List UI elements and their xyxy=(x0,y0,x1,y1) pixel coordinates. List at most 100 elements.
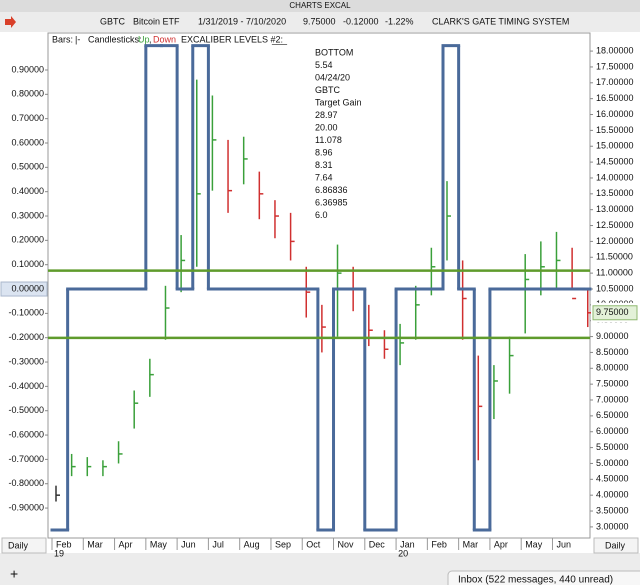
x-tick-label: May xyxy=(525,539,543,549)
y2-tick-label: 11.00000 xyxy=(596,268,633,278)
annotation-line: 28.97 xyxy=(315,110,338,120)
last-price: 9.75000 xyxy=(303,16,336,26)
y2-tick-label: 18.00000 xyxy=(596,45,634,55)
x-tick-label: Aug xyxy=(244,539,260,549)
y2-tick-label: 7.50000 xyxy=(596,379,629,389)
symbol: GBTC xyxy=(100,16,126,26)
y2-tick-label: 12.00000 xyxy=(596,236,634,246)
x-tick-label: Mar xyxy=(463,539,479,549)
period-left[interactable]: Daily xyxy=(8,540,29,550)
y-tick-label: 0.40000 xyxy=(11,186,44,196)
annotation-line: 20.00 xyxy=(315,122,338,132)
x-tick-label: Nov xyxy=(338,539,355,549)
y2-tick-label: 15.00000 xyxy=(596,141,634,151)
security-name: Bitcoin ETF xyxy=(133,16,180,26)
year-label: 19 xyxy=(54,548,64,558)
x-tick-label: Feb xyxy=(56,539,72,549)
notification[interactable] xyxy=(447,570,640,585)
legend-levels: EXCALIBER LEVELS #2: xyxy=(181,34,283,44)
y-tick-label: 0.10000 xyxy=(11,259,44,269)
y2-tick-label: 9.00000 xyxy=(596,331,629,341)
current-oscillator-tag xyxy=(0,281,48,297)
annotation-line: 5.54 xyxy=(315,60,333,70)
y2-tick-label: 7.00000 xyxy=(596,394,629,404)
x-tick-label: May xyxy=(150,539,168,549)
y2-tick-label: 6.00000 xyxy=(596,426,629,436)
x-tick-label: Jan xyxy=(400,539,415,549)
annotation-line: 8.96 xyxy=(315,147,333,157)
x-tick-label: Jul xyxy=(212,539,224,549)
y2-tick-label: 12.50000 xyxy=(596,220,634,230)
y-tick-label: 0.60000 xyxy=(11,137,44,147)
notification-text[interactable]: Inbox (522 messages, 440 unread) xyxy=(458,575,613,585)
x-tick-label: Mar xyxy=(87,539,103,549)
y2-tick-label: 10.50000 xyxy=(596,283,634,293)
y-tick-label: 0.70000 xyxy=(11,113,44,123)
y-tick-label: 0.80000 xyxy=(11,89,44,99)
annotation-line: 11.078 xyxy=(315,135,342,145)
annotation-line: Target Gain xyxy=(315,97,362,107)
y2-tick-label: 6.50000 xyxy=(596,410,629,420)
y2-tick-label: 11.50000 xyxy=(596,252,633,262)
y2-tick-label: 4.00000 xyxy=(596,490,629,500)
last-price-label: 9.75000 xyxy=(596,307,629,317)
annotation-line: 6.36985 xyxy=(315,197,348,207)
annotation-line: BOTTOM xyxy=(315,47,353,57)
y2-tick-label: 3.50000 xyxy=(596,505,629,515)
x-tick-label: Jun xyxy=(556,539,571,549)
y2-tick-label: 16.00000 xyxy=(596,109,634,119)
date-range: 1/31/2019 - 7/10/2020 xyxy=(198,16,286,26)
y2-tick-label: 8.00000 xyxy=(596,363,629,373)
plot-frame xyxy=(47,32,591,539)
y-tick-label: -0.70000 xyxy=(8,454,44,464)
y2-tick-label: 17.50000 xyxy=(596,61,634,71)
toolbar xyxy=(0,12,640,32)
x-tick-label: Feb xyxy=(431,539,447,549)
y-tick-label: -0.60000 xyxy=(8,429,44,439)
period-select[interactable] xyxy=(593,537,639,554)
legend-levels-value: ___ xyxy=(271,34,288,44)
y2-tick-label: 13.50000 xyxy=(596,188,634,198)
y-tick-label: 0.20000 xyxy=(11,235,44,245)
y-tick-label: -0.10000 xyxy=(8,308,44,318)
legend-candles: Candlesticks: xyxy=(88,34,142,44)
legend-down: Down xyxy=(153,34,176,44)
y2-tick-label: 8.50000 xyxy=(596,347,629,357)
nav-arrow[interactable] xyxy=(5,16,16,28)
y2-tick-label: 4.50000 xyxy=(596,474,629,484)
annotation-line: 7.64 xyxy=(315,172,333,182)
x-tick-label: Apr xyxy=(494,539,508,549)
y-tick-label: 0.50000 xyxy=(11,162,44,172)
year-label: 20 xyxy=(398,548,408,558)
period-select[interactable] xyxy=(1,537,47,554)
y2-tick-label: 13.00000 xyxy=(596,204,634,214)
annotation-line: 8.31 xyxy=(315,160,333,170)
y-tick-label: 0.30000 xyxy=(11,210,44,220)
add-button[interactable]: + xyxy=(10,566,18,582)
x-tick-label: Oct xyxy=(306,539,321,549)
system-name: CLARK'S GATE TIMING SYSTEM xyxy=(432,16,569,26)
last-price-box xyxy=(592,305,638,321)
legend-bars-symbol: |- xyxy=(75,34,80,44)
annotation-line: GBTC xyxy=(315,85,341,95)
title-bar xyxy=(0,0,640,12)
period-right[interactable]: Daily xyxy=(605,540,626,550)
y-tick-label: -0.80000 xyxy=(8,478,44,488)
y-tick-label: -0.20000 xyxy=(8,332,44,342)
x-tick-label: Sep xyxy=(275,539,291,549)
y-tick-label: -0.40000 xyxy=(8,381,44,391)
current-oscillator-label: 0.00000 xyxy=(11,283,44,293)
x-tick-label: Jun xyxy=(181,539,196,549)
y-tick-label: -0.90000 xyxy=(8,502,44,512)
y-tick-label: 0.90000 xyxy=(11,64,44,74)
y2-tick-label: 5.00000 xyxy=(596,458,629,468)
annotation-line: 6.0 xyxy=(315,210,328,220)
x-tick-label: Apr xyxy=(119,539,133,549)
change: -0.12000 xyxy=(343,16,379,26)
legend-up: Up xyxy=(138,34,150,44)
window-title: CHARTS EXCAL xyxy=(289,1,351,10)
change-pct: -1.22% xyxy=(385,16,414,26)
y2-tick-label: 17.00000 xyxy=(596,77,634,87)
x-tick-label: Dec xyxy=(369,539,386,549)
